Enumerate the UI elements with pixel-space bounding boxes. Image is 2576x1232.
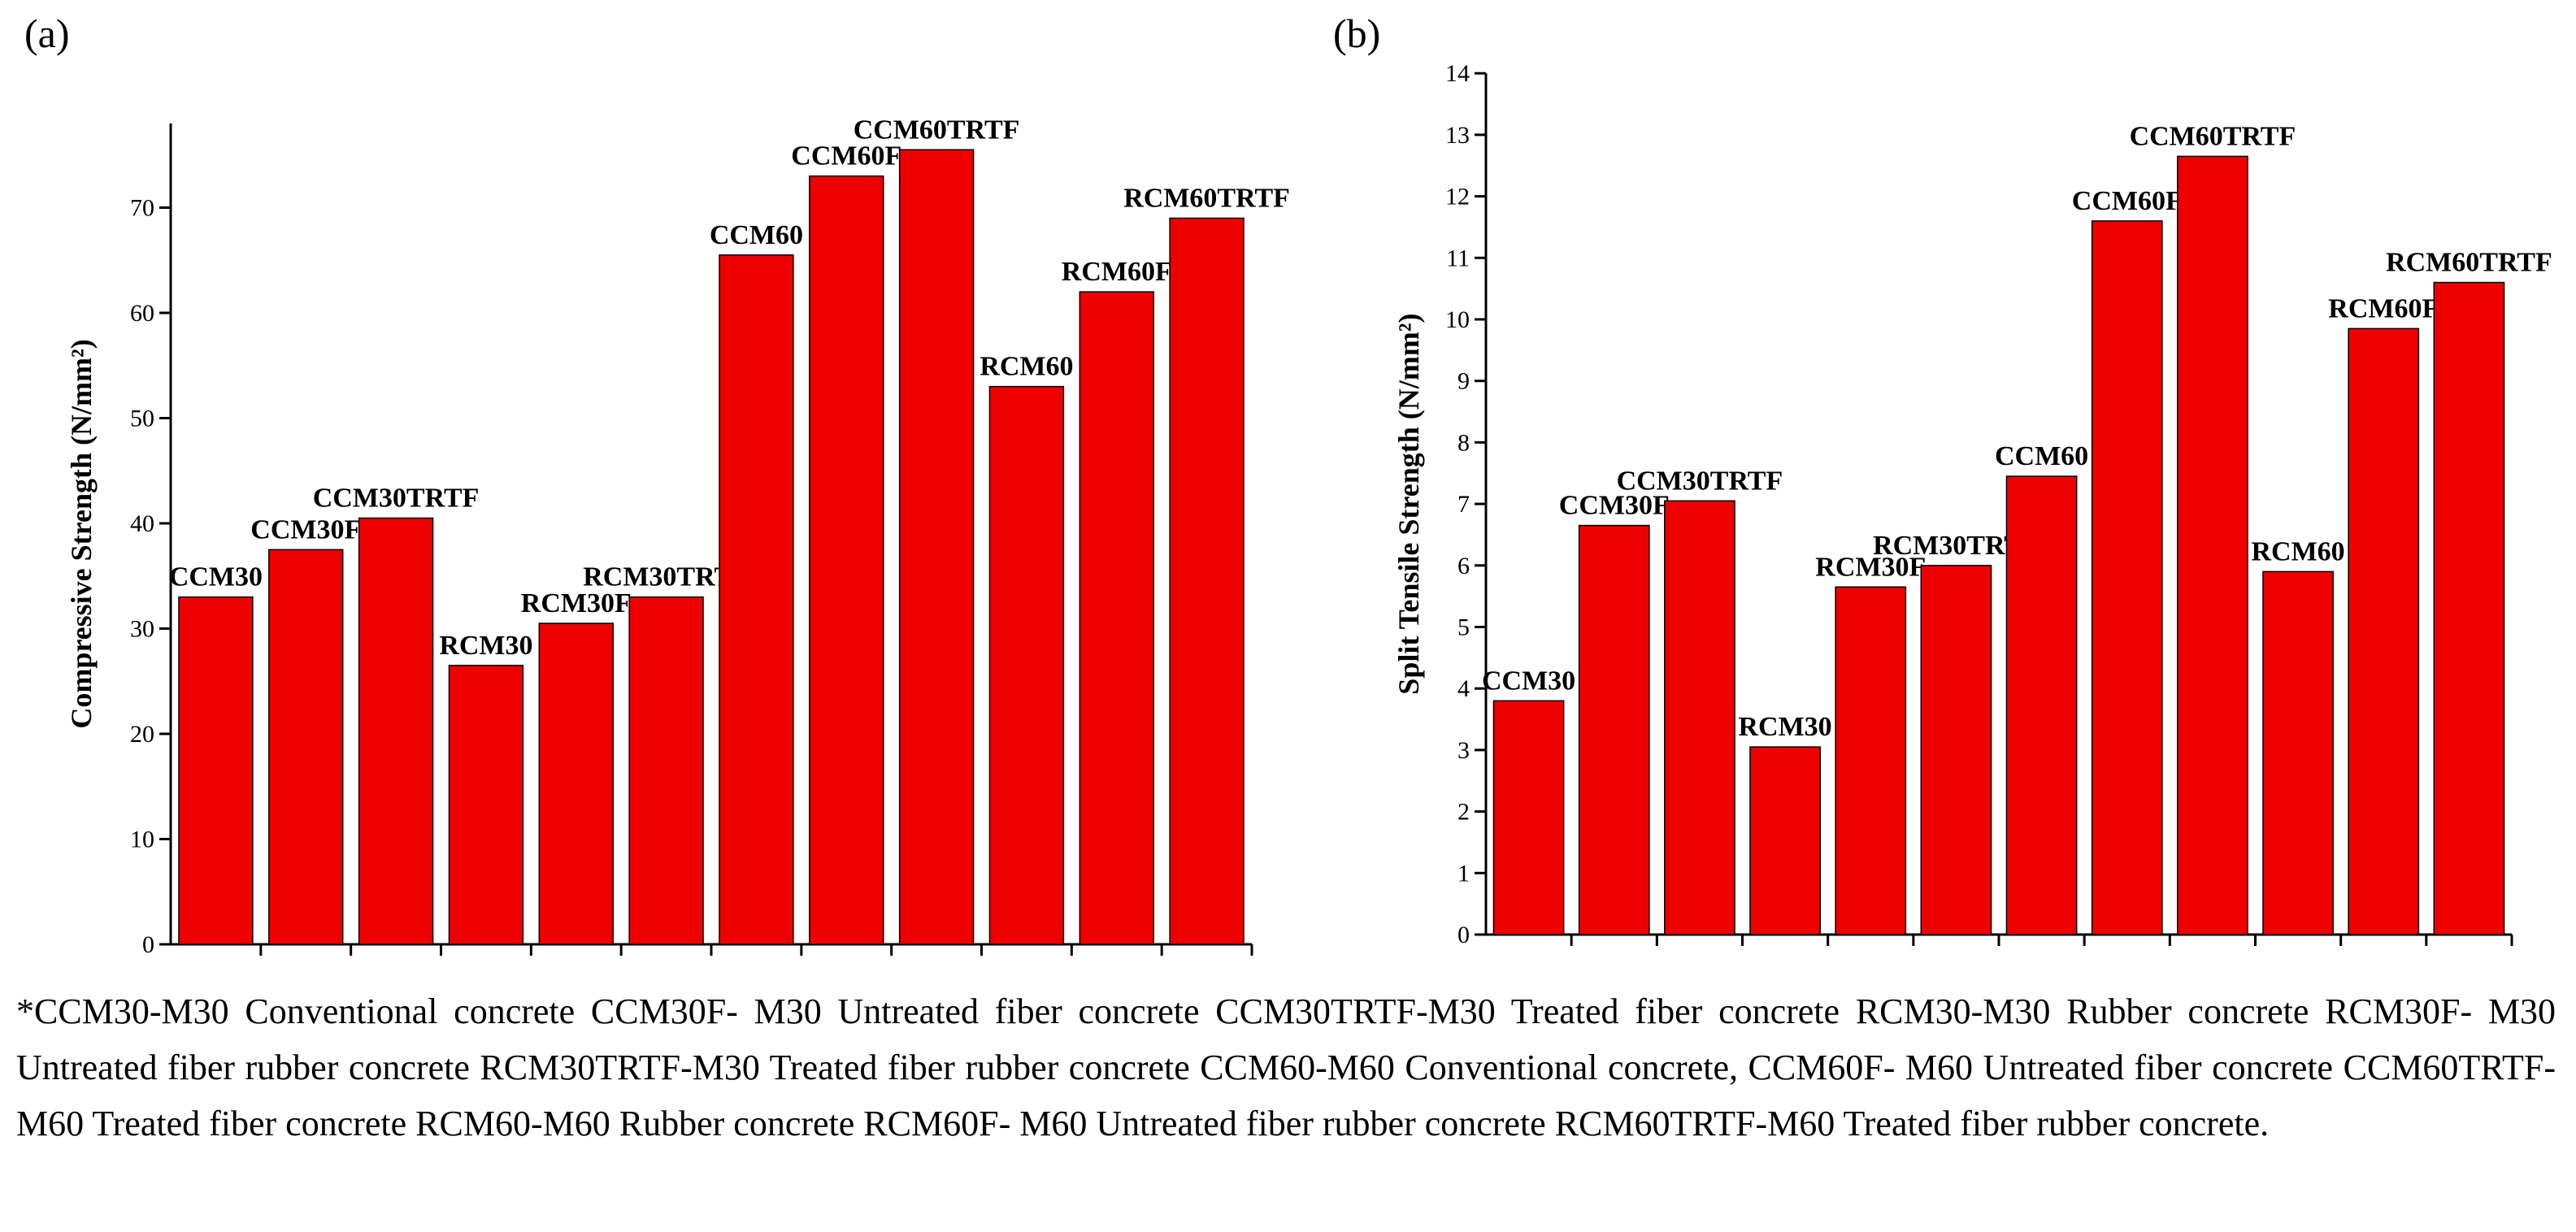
bar-label: RCM60TRTF: [2386, 248, 2552, 278]
y-tick-label: 70: [130, 195, 154, 222]
bar-label: CCM30F: [250, 514, 361, 544]
figure-caption: *CCM30-M30 Conventional concrete CCM30F-…: [16, 991, 2556, 1143]
y-tick-label: 14: [1445, 60, 1470, 87]
bar-rcm60: [988, 385, 1065, 945]
y-tick-label: 5: [1457, 614, 1470, 641]
bar-label: RCM60: [980, 352, 1073, 382]
bar-label: RCM60F: [1062, 257, 1172, 287]
bar-rcm60f: [2348, 328, 2420, 935]
bar-label: CCM30TRTF: [313, 484, 480, 514]
y-tick-label: 10: [130, 826, 154, 853]
bar-ccm60f: [809, 175, 884, 945]
bar-rcm30f: [1835, 586, 1907, 935]
bar-rcm30: [1749, 746, 1821, 935]
bar-ccm60: [719, 254, 794, 945]
bar-label: RCM30F: [1815, 552, 1926, 582]
y-tick-label: 12: [1445, 184, 1470, 210]
bar-rcm60: [2262, 570, 2334, 935]
y-tick-label: 4: [1457, 675, 1470, 702]
bar-label: CCM30: [1482, 666, 1575, 696]
y-tick-label: 30: [130, 616, 154, 643]
y-tick-label: 10: [1445, 306, 1470, 333]
bar-ccm30trtf: [358, 517, 434, 945]
y-tick-label: 13: [1445, 122, 1470, 149]
panel-label: (b): [1333, 11, 1380, 56]
y-tick-label: 2: [1457, 799, 1470, 826]
bar-ccm60: [2005, 475, 2078, 935]
bar-label: CCM60TRTF: [854, 115, 1020, 145]
y-tick-label: 50: [130, 406, 154, 432]
bar-ccm30: [1492, 700, 1565, 935]
y-tick-label: 8: [1457, 429, 1470, 456]
y-tick-label: 1: [1457, 860, 1470, 887]
y-tick-label: 9: [1457, 368, 1470, 395]
y-axis-label: Split Tensile Strength (N/mm²): [1392, 314, 1425, 695]
y-tick-label: 60: [130, 300, 154, 327]
chart-panel-a: (a) 0 10 20 30 40 50 60 70 Compressive Strength (…: [24, 11, 1290, 958]
bar-label: RCM60: [2251, 536, 2344, 566]
bar-label: CCM60: [710, 220, 803, 250]
panel-label: (a): [24, 11, 70, 56]
bar-rcm60f: [1079, 291, 1154, 945]
bar-ccm30f: [268, 549, 344, 945]
bar-label: RCM60TRTF: [1123, 183, 1290, 213]
bar-ccm60trtf: [2177, 155, 2248, 935]
bar-label: CCM30F: [1559, 491, 1670, 521]
bar-label: RCM30F: [521, 588, 632, 618]
y-tick-label: 6: [1457, 553, 1470, 579]
bar-rcm60trtf: [2433, 281, 2505, 935]
bar-rcm30trtf: [1920, 565, 1992, 935]
bar-label: CCM30TRTF: [1617, 466, 1783, 496]
y-tick-label: 40: [130, 510, 154, 537]
bar-label: CCM60TRTF: [2130, 121, 2296, 151]
bar-rcm30f: [538, 623, 614, 945]
bar-rcm60trtf: [1169, 217, 1245, 945]
bar-label: RCM60F: [2328, 293, 2439, 323]
bar-label: RCM30: [1738, 712, 1831, 742]
bar-ccm30trtf: [1664, 500, 1735, 935]
bar-label: CCM60F: [791, 141, 901, 171]
bar-label: CCM60: [1995, 441, 2088, 471]
y-tick-label: 20: [130, 721, 154, 748]
y-tick-label: 7: [1457, 491, 1470, 518]
y-tick-label: 11: [1446, 245, 1470, 271]
y-tick-label: 0: [142, 931, 154, 958]
y-tick-label: 0: [1457, 922, 1470, 948]
bar-ccm30f: [1578, 524, 1650, 935]
bar-ccm30: [178, 596, 254, 945]
bar-label: CCM30: [169, 562, 263, 592]
bar-rcm30: [448, 665, 524, 945]
y-axis-label: Compressive Strength (N/mm²): [65, 339, 98, 728]
bar-ccm60trtf: [898, 149, 975, 945]
bar-ccm60f: [2091, 220, 2163, 935]
bar-label: CCM60F: [2072, 186, 2183, 216]
y-tick-label: 3: [1457, 737, 1470, 764]
bar-rcm30trtf: [628, 596, 704, 945]
bar-label: RCM30: [439, 631, 532, 661]
